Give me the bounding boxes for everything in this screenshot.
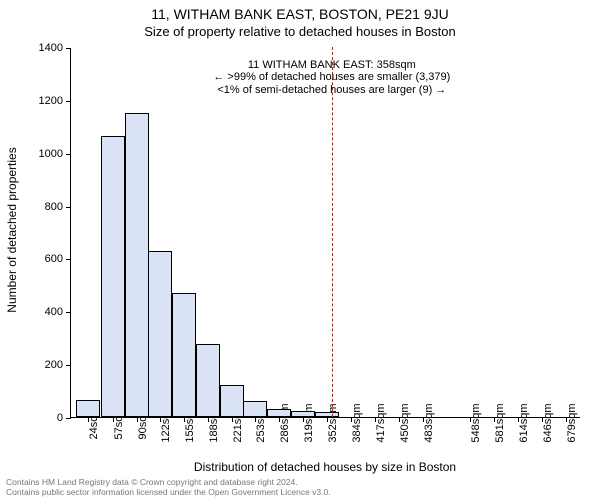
reference-marker-line — [332, 47, 333, 417]
x-axis-label: Distribution of detached houses by size … — [70, 460, 580, 474]
y-tick — [66, 207, 71, 208]
y-tick-label: 200 — [45, 359, 63, 371]
y-tick — [66, 418, 71, 419]
page-subtitle: Size of property relative to detached ho… — [0, 24, 600, 39]
x-tick-label: 319sqm — [303, 403, 315, 442]
x-tick-label: 352sqm — [327, 403, 339, 442]
y-tick — [66, 48, 71, 49]
histogram-bar — [148, 251, 172, 418]
x-tick-label: 581sqm — [494, 403, 506, 442]
x-tick-label: 646sqm — [542, 403, 554, 442]
histogram-bar — [291, 411, 315, 417]
annotation-line: <1% of semi-detached houses are larger (… — [213, 84, 450, 97]
x-tick-label: 548sqm — [470, 403, 482, 442]
x-tick-label: 450sqm — [399, 403, 411, 442]
y-tick-label: 800 — [45, 201, 63, 213]
y-tick — [66, 259, 71, 260]
annotation-line: 11 WITHAM BANK EAST: 358sqm — [213, 59, 450, 72]
chart-container: 11, WITHAM BANK EAST, BOSTON, PE21 9JU S… — [0, 0, 600, 500]
y-tick-label: 600 — [45, 253, 63, 265]
y-tick-label: 1200 — [39, 95, 63, 107]
x-tick-label: 483sqm — [423, 403, 435, 442]
histogram-bar — [267, 409, 291, 417]
y-tick-label: 1400 — [39, 42, 63, 54]
y-tick — [66, 154, 71, 155]
histogram-bar — [196, 344, 220, 417]
x-tick-label: 417sqm — [375, 403, 387, 442]
y-tick-label: 1000 — [39, 148, 63, 160]
histogram-bar — [220, 385, 244, 417]
y-tick-label: 400 — [45, 306, 63, 318]
y-axis-label: Number of detached properties — [5, 147, 19, 312]
annotation-box: 11 WITHAM BANK EAST: 358sqm← >99% of det… — [213, 59, 450, 97]
histogram-bar — [315, 412, 339, 417]
x-tick-label: 384sqm — [351, 403, 363, 442]
plot-area: 020040060080010001200140024sqm57sqm90sqm… — [70, 48, 580, 418]
histogram-bar — [76, 400, 100, 417]
page-title: 11, WITHAM BANK EAST, BOSTON, PE21 9JU — [0, 6, 600, 22]
histogram-bar — [101, 136, 125, 417]
x-tick-label: 679sqm — [566, 403, 578, 442]
annotation-line: ← >99% of detached houses are smaller (3… — [213, 71, 450, 84]
histogram-bar — [172, 293, 196, 417]
histogram-bar — [125, 113, 149, 417]
y-tick-label: 0 — [57, 412, 63, 424]
footer-attribution: Contains HM Land Registry data © Crown c… — [6, 478, 331, 498]
footer-line-2: Contains public sector information licen… — [6, 488, 331, 498]
x-tick-label: 614sqm — [518, 403, 530, 442]
y-tick — [66, 312, 71, 313]
y-tick — [66, 365, 71, 366]
y-tick — [66, 101, 71, 102]
histogram-bar — [243, 401, 267, 417]
